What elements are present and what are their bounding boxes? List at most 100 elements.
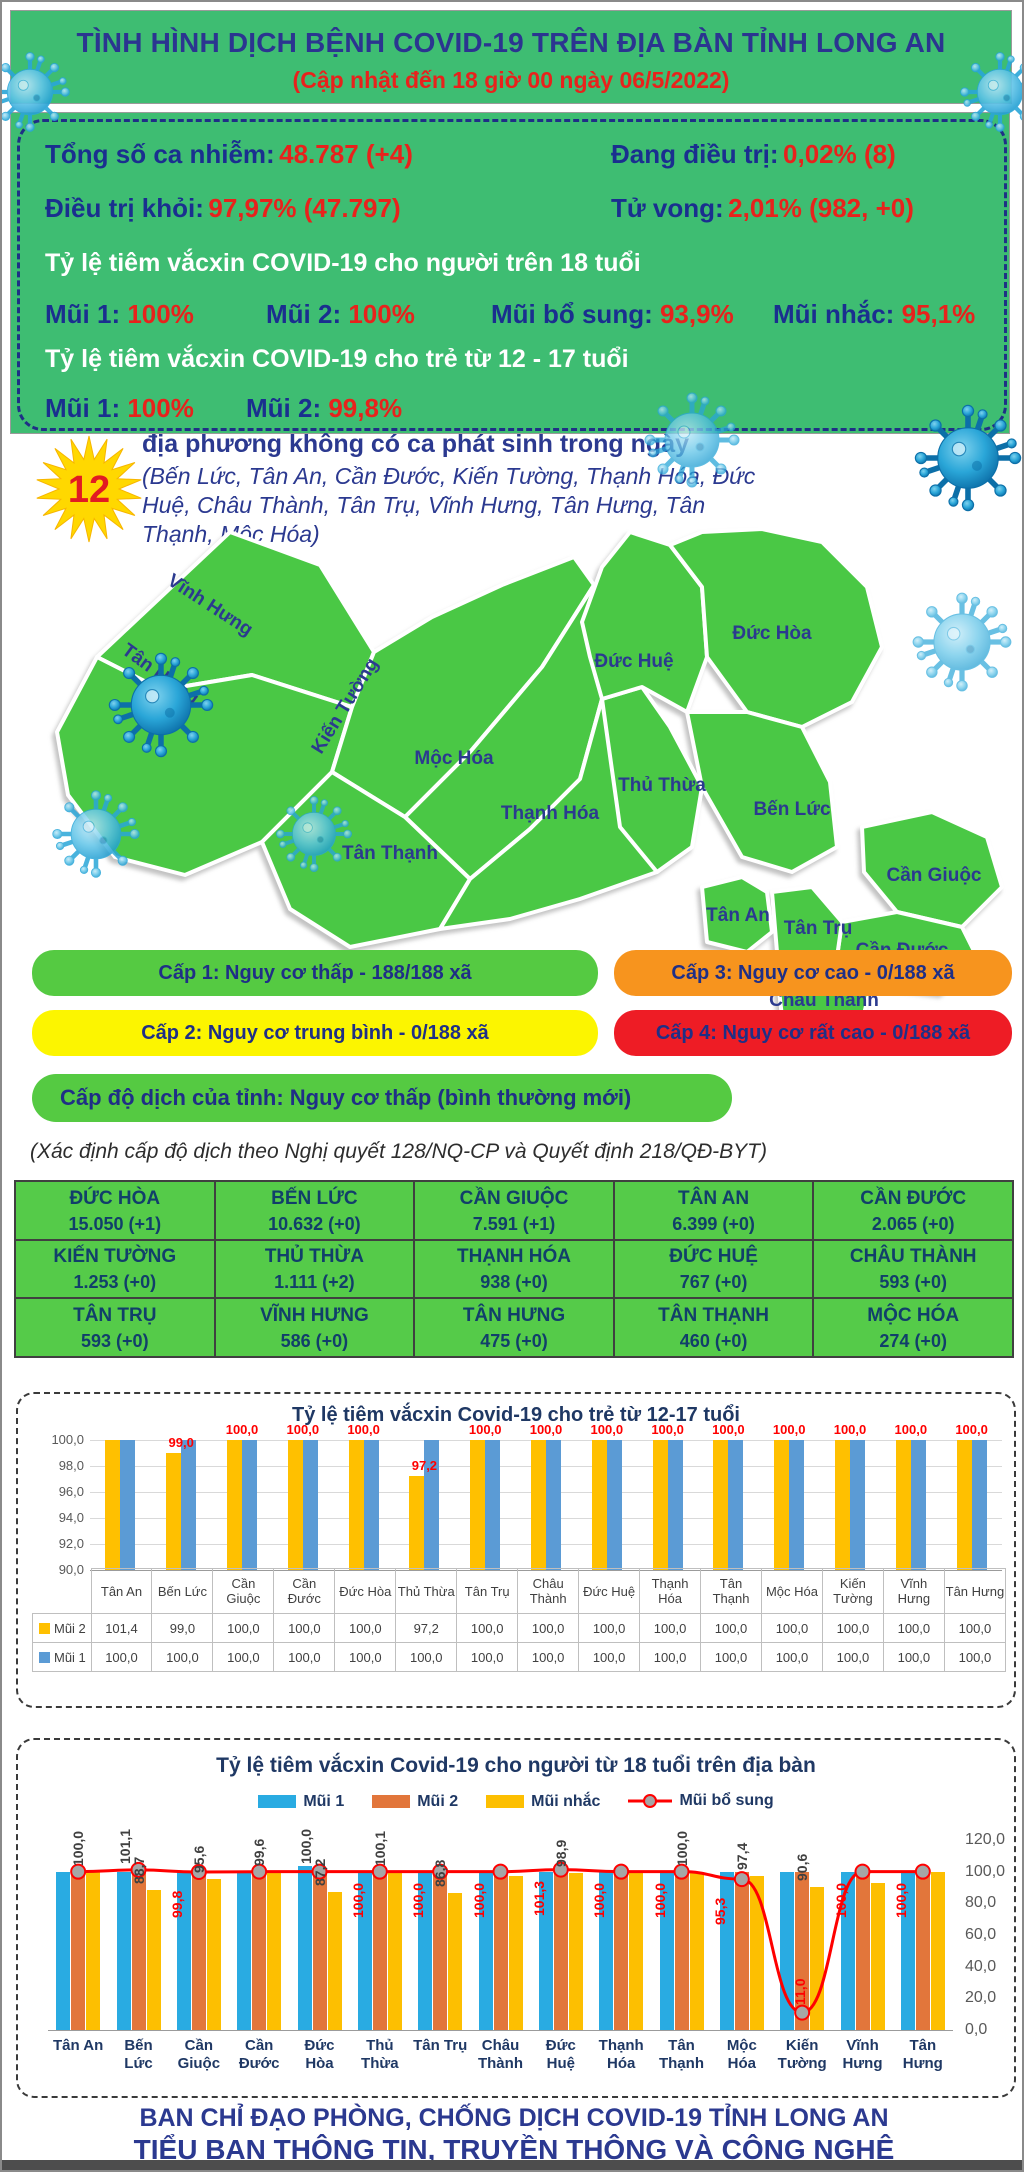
legend-item: Mũi 1 (258, 1793, 344, 1811)
district-label: Đức Hòa (732, 623, 812, 644)
recovered-cases: Điều trị khỏi: 97,97% (47.797) (45, 193, 401, 223)
bar-value-label: 100,0 (833, 1422, 867, 1437)
bar-Mũi 2 (915, 1871, 930, 2030)
rotated-value-label: 11,0 (792, 1978, 809, 2005)
district-cell: THỦ THỪA 1.111 (+2) (213, 1238, 416, 1300)
bar-value-label: 99,0 (168, 1435, 194, 1450)
bar-Mũi 2 (433, 1871, 448, 2030)
legend-item: Mũi 2 (372, 1793, 458, 1811)
bar-Mũi 2 (372, 1871, 387, 2030)
x-axis-label: Kiến Tường (821, 1568, 884, 1614)
x-axis-label: Tân Trụ (456, 1568, 519, 1614)
table-value: 100,0 (639, 1613, 702, 1643)
x-axis-label: Thạnh Hóa (598, 2037, 644, 2072)
district-cell: CẦN ĐƯỚC 2.065 (+0) (812, 1180, 1014, 1241)
table-value: 100,0 (151, 1642, 214, 1672)
district-shape (700, 875, 774, 954)
table-value: 100,0 (212, 1642, 275, 1672)
rotated-value-label: 99,6 (251, 1839, 268, 1867)
bar-Mũi 1 (485, 1440, 501, 1570)
y-axis-tick: 98,0 (58, 1458, 84, 1473)
bar-Mũi nhắc (930, 1871, 945, 2030)
bar-Mũi 1 (302, 1440, 318, 1570)
district-cell: TÂN THẠNH 460 (+0) (612, 1297, 815, 1358)
district-cell: MỘC HÓA 274 (+0) (812, 1297, 1014, 1358)
chart1-title: Tỷ lệ tiêm vắcxin Covid-19 cho trẻ từ 12… (292, 1404, 740, 1426)
table-value: 100,0 (578, 1642, 641, 1672)
y-axis-tick: 100,0 (965, 1862, 1006, 1880)
district-cell: CHÂU THÀNH 593 (+0) (812, 1238, 1014, 1300)
table-value: 100,0 (639, 1642, 702, 1672)
rotated-value-label: 100,0 (297, 1828, 314, 1864)
x-axis-label: Châu Thành (477, 2037, 523, 2072)
rotated-value-label: 100,0 (673, 1830, 690, 1866)
bar-Mũi 1 (56, 1871, 71, 2030)
district-cell: TÂN AN 6.399 (+0) (612, 1180, 815, 1241)
bar-value-label: 100,0 (590, 1422, 624, 1437)
x-axis-label: Cần Giuộc (212, 1568, 275, 1614)
chart-adult-vaccine: Tỷ lệ tiêm vắcxin Covid-19 cho người từ … (16, 1738, 1016, 2098)
bar-Mũi 1 (237, 1871, 252, 2030)
bar-Mũi 1 (116, 1871, 131, 2030)
bar-Mũi 2 (287, 1440, 303, 1570)
death-cases: Tử vong: 2,01% (982, +0) (611, 193, 914, 223)
district-cell: KIẾN TƯỜNG 1.253 (+0) (14, 1238, 216, 1300)
x-axis-label: Tân An (53, 2037, 104, 2054)
risk-level-pill: Cấp 2: Nguy cơ trung bình - 0/188 xã (32, 1010, 598, 1056)
bar-Mũi 1 (780, 1871, 795, 2030)
district-cell: VĨNH HƯNG 586 (+0) (213, 1297, 416, 1358)
bar-Mũi 2 (614, 1871, 629, 2030)
table-value: 100,0 (821, 1613, 884, 1643)
bar-Mũi nhắc (327, 1891, 342, 2030)
x-axis-label: Tân Hưng (902, 2037, 943, 2072)
summary-panel: Tổng số ca nhiễm: 48.787 (+4) Đang điều … (10, 112, 1010, 434)
bar-Mũi nhắc (629, 1871, 644, 2030)
x-axis-label: Đức Huệ (578, 1568, 641, 1614)
bar-Mũi 2 (348, 1440, 364, 1570)
table-value: 100,0 (517, 1642, 580, 1672)
x-axis-label: Tân Thạnh (700, 1568, 762, 1614)
rotated-value-label: 101,1 (116, 1828, 133, 1864)
x-axis-label: Tân Hưng (943, 1568, 1007, 1614)
table-value: 100,0 (760, 1613, 823, 1643)
x-axis-label: Đức Hòa (304, 2037, 335, 2072)
table-value: 100,0 (700, 1613, 762, 1643)
adult-vaccine-title: Tỷ lệ tiêm vắcxin COVID-19 cho người trê… (45, 249, 641, 277)
treating-cases: Đang điều trị: 0,02% (8) (611, 139, 896, 169)
bar-Mũi nhắc (508, 1876, 523, 2030)
rotated-value-label: 100,0 (410, 1882, 427, 1918)
y-axis-tick: 94,0 (58, 1510, 84, 1525)
table-value: 100,0 (334, 1613, 397, 1643)
table-value: 100,0 (456, 1613, 519, 1643)
district-shape (600, 685, 704, 874)
bar-value-label: 100,0 (347, 1422, 380, 1437)
table-value: 100,0 (395, 1642, 458, 1672)
rotated-value-label: 100,0 (470, 1882, 487, 1918)
chart2-plot: 120,0 100,0 80,0 60,0 40,0 20,0 0,0 Tân An Bến L… (18, 1740, 1014, 2096)
bar-Mũi 1 (971, 1440, 987, 1570)
rotated-value-label: 86,8 (432, 1859, 449, 1887)
bar-Mũi 1 (789, 1440, 805, 1570)
bar-Mũi 2 (227, 1440, 242, 1570)
district-label: Tân Trụ (784, 918, 853, 939)
dose-stat: Mũi 2: 99,8% (246, 393, 403, 423)
chart1-plot: 100,0 98,0 96,0 94,0 92,0 90,0 99,0 100,0 100,0 1… (18, 1394, 1014, 1706)
summary-dashed-border (17, 119, 1007, 431)
table-value: 100,0 (943, 1642, 1007, 1672)
x-axis-label: Tân Trụ (413, 2037, 468, 2054)
table-value: 100,0 (821, 1642, 884, 1672)
dose-stat: Mũi 2: 100% (266, 299, 415, 329)
footer-line2: TIỂU BAN THÔNG TIN, TRUYỀN THÔNG VÀ CÔNG… (133, 2134, 895, 2165)
table-value: 100,0 (700, 1642, 762, 1672)
bottom-border (2, 2160, 1022, 2170)
rotated-value-label: 101,3 (530, 1880, 547, 1916)
chart2-legend: Mũi 1 Mũi 2 Mũi nhắc Mũi bổ sung (18, 1792, 1014, 1813)
district-case-table: ĐỨC HÒA 15.050 (+1) BẾN LỨC 10.632 (+0) CẦN … (14, 1180, 1014, 1358)
rotated-value-label: 100,0 (651, 1882, 668, 1918)
bar-Mũi 2 (652, 1440, 668, 1570)
bar-Mũi nhắc (206, 1878, 221, 2030)
rotated-value-label: 98,9 (552, 1840, 569, 1868)
x-axis-label: Đức Huệ (545, 2037, 576, 2072)
